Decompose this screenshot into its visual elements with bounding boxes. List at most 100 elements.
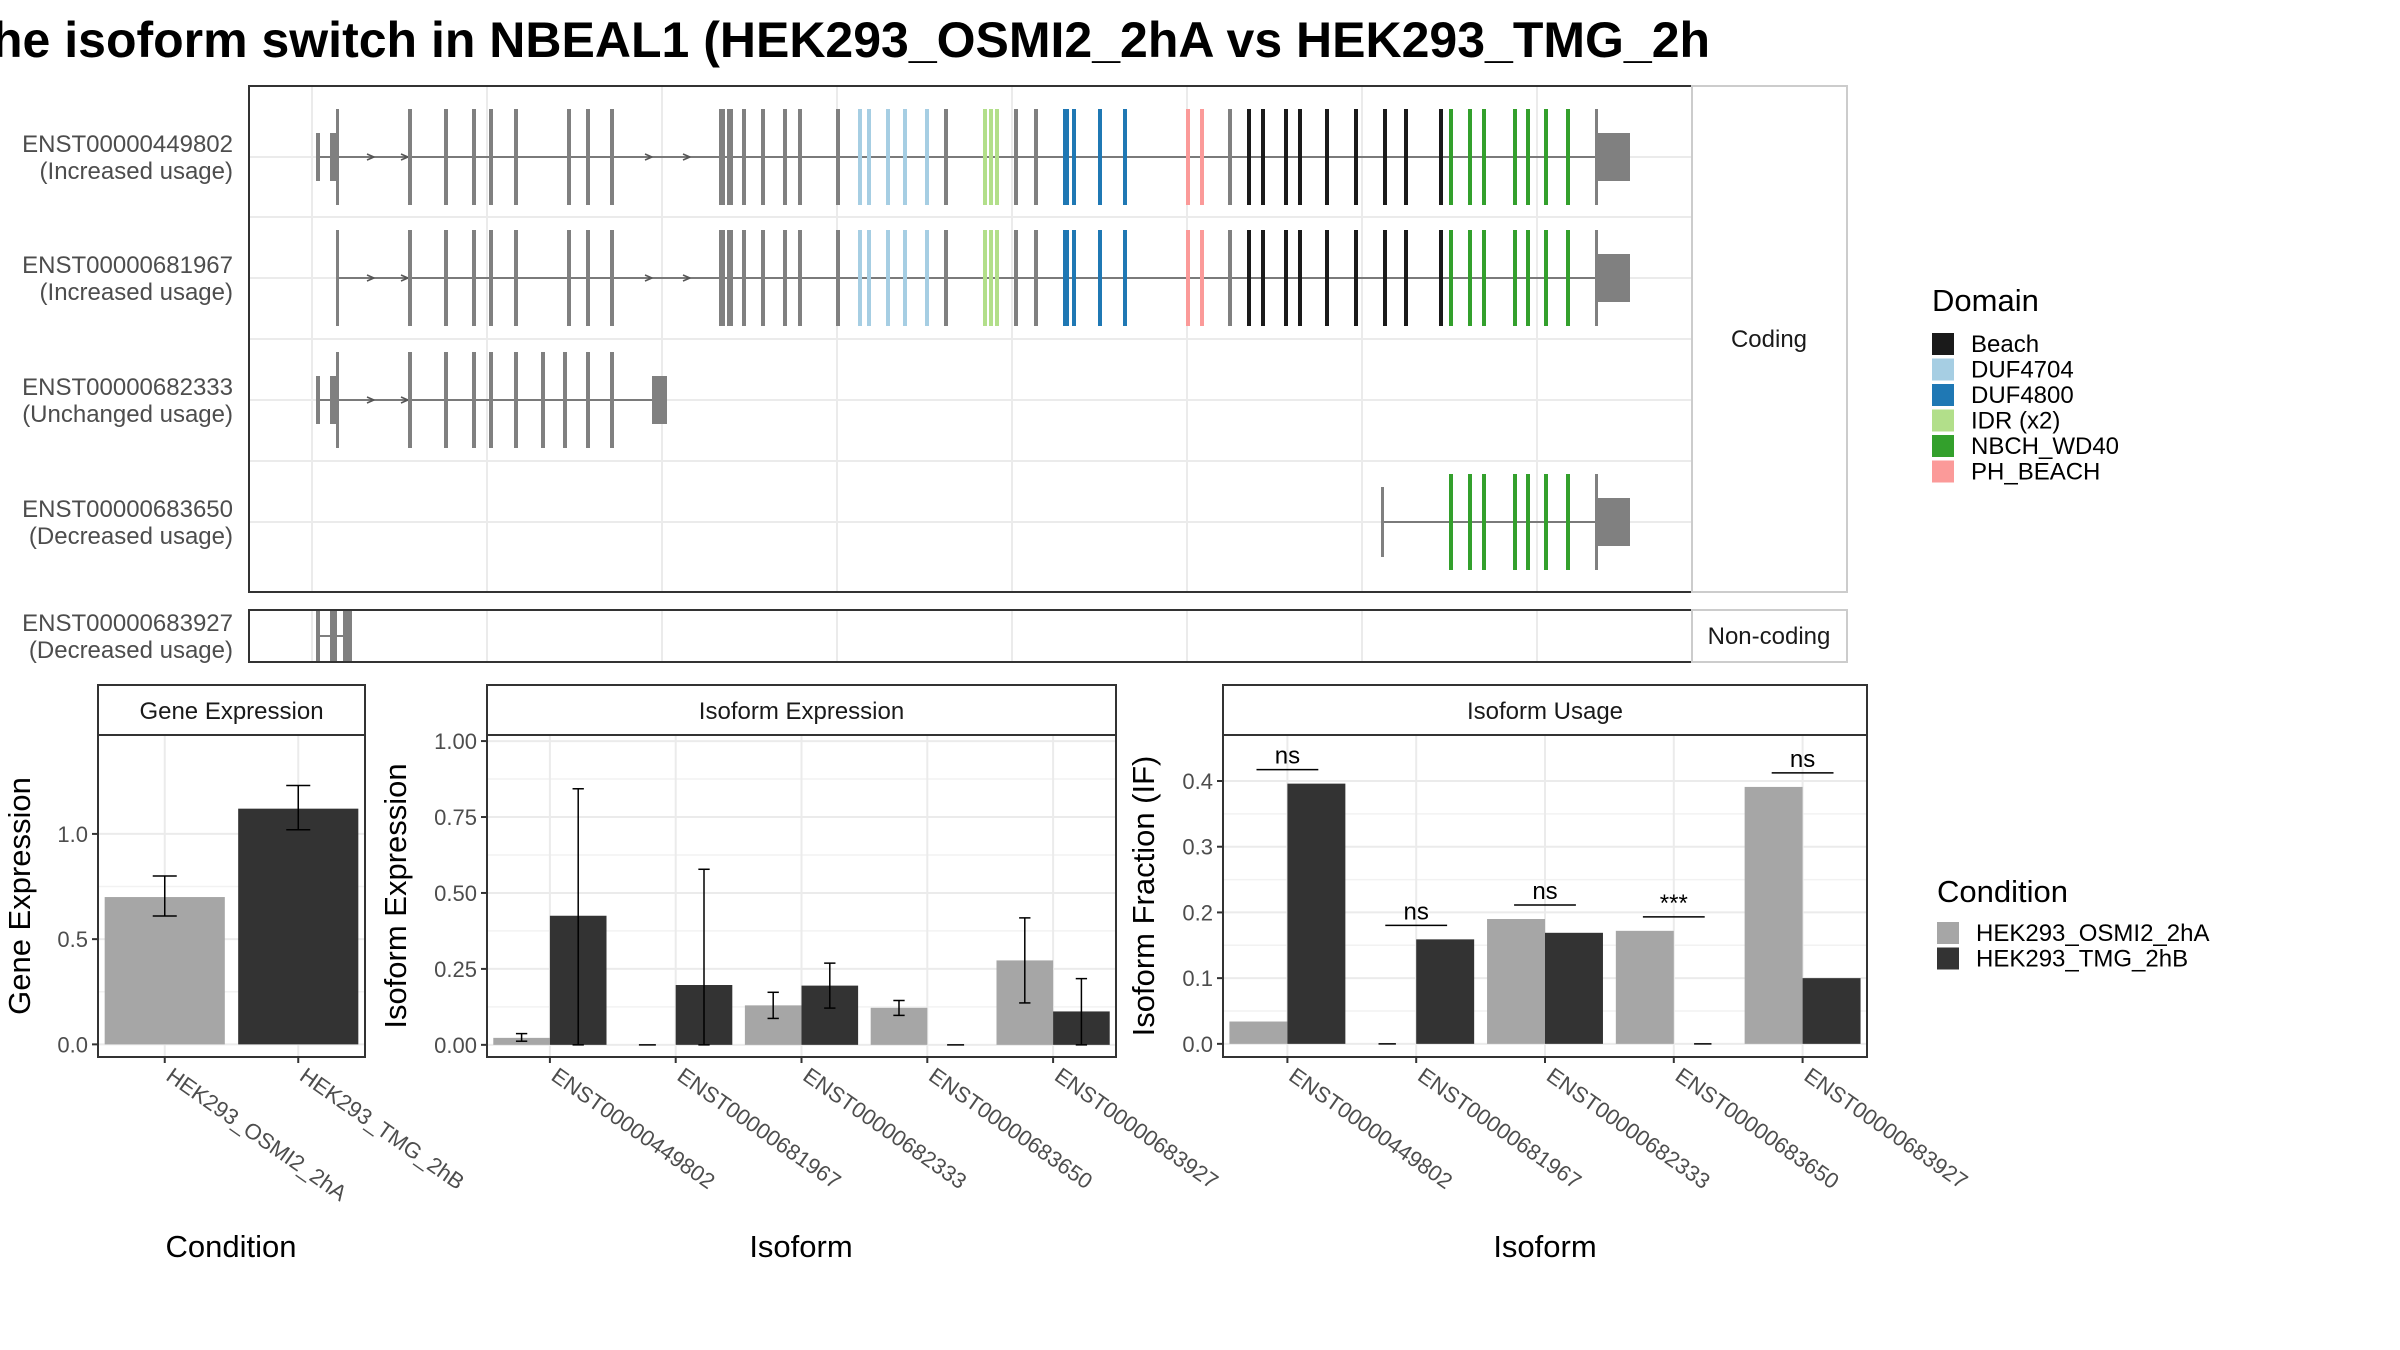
bar	[1802, 978, 1861, 1044]
exon-block	[1186, 109, 1190, 205]
significance-label: ns	[1275, 743, 1300, 770]
exon-block	[610, 352, 614, 448]
y-tick-label: 0.00	[434, 1033, 477, 1058]
y-tick-label: 1.0	[57, 822, 88, 847]
exon-block	[1449, 109, 1453, 205]
y-tick-label: 0.4	[1182, 769, 1213, 794]
exon-block	[1014, 109, 1018, 205]
exon-block	[783, 230, 787, 326]
exon-block	[886, 109, 890, 205]
exon-block	[1566, 474, 1570, 570]
exon-block	[1513, 109, 1517, 205]
exon-block	[798, 230, 802, 326]
exon-block	[1284, 109, 1288, 205]
domain-legend-swatch	[1932, 333, 1954, 355]
exon-block	[567, 109, 571, 205]
bar	[1487, 919, 1545, 1044]
exon-block	[798, 109, 802, 205]
exon-block	[1247, 109, 1251, 205]
domain-legend-swatch	[1932, 460, 1954, 483]
exon-block	[1298, 109, 1302, 205]
exon-block	[1404, 109, 1408, 205]
exon-block	[489, 230, 493, 326]
domain-legend-title: Domain	[1932, 283, 2039, 318]
exon-block	[336, 109, 339, 205]
exon-block	[489, 109, 493, 205]
exon-block	[867, 109, 871, 205]
bar	[1416, 939, 1475, 1044]
exon-block	[514, 352, 518, 448]
domain-legend-label: PH_BEACH	[1971, 459, 2100, 486]
y-tick-label: 0.2	[1182, 900, 1213, 925]
domain-legend-swatch	[1932, 409, 1954, 432]
exon-block	[886, 230, 890, 326]
strand-arrow	[366, 396, 376, 404]
exon-block	[925, 230, 929, 326]
exon-block	[783, 109, 787, 205]
noncoding-panel-bg	[249, 610, 1692, 662]
exon-block	[316, 133, 320, 181]
exon-block	[1513, 230, 1517, 326]
condition-legend-label: HEK293_TMG_2hB	[1976, 946, 2188, 973]
chart-strip-title: Isoform Usage	[1467, 698, 1623, 725]
y-tick-label: 0.50	[434, 881, 477, 906]
chart-strip	[486, 684, 1117, 736]
exon-block	[1513, 474, 1517, 570]
exon-block	[1284, 230, 1288, 326]
exon-block	[1063, 109, 1069, 205]
y-tick-label: 0.0	[57, 1032, 88, 1057]
exon-block	[1544, 230, 1548, 326]
isoform-row-usage: (Decreased usage)	[29, 637, 233, 664]
exon-block	[1014, 230, 1018, 326]
exon-block	[903, 230, 907, 326]
exon-block	[408, 230, 412, 326]
strand-arrow	[644, 274, 654, 282]
y-axis-title: Isoform Expression	[378, 763, 413, 1028]
exon-block	[903, 109, 907, 205]
bar	[1287, 783, 1346, 1044]
exon-block	[489, 352, 493, 448]
exon-block	[995, 109, 999, 205]
strand-arrow	[644, 153, 654, 161]
bar	[1229, 1021, 1288, 1044]
exon-block	[610, 109, 614, 205]
exon-block	[1123, 230, 1127, 326]
noncoding-strip-label: Non-coding	[1708, 623, 1831, 650]
isoform-row-id: ENST00000682333	[22, 374, 233, 401]
bar	[238, 808, 359, 1045]
exon-block	[514, 230, 518, 326]
exon-block	[944, 230, 948, 326]
exon-block	[336, 230, 339, 326]
domain-legend-label: Beach	[1971, 331, 2039, 358]
y-tick-label: 0.3	[1182, 835, 1213, 860]
exon-block	[343, 611, 352, 661]
exon-block	[1200, 109, 1204, 205]
exon-block	[444, 109, 448, 205]
exon-block	[1063, 230, 1069, 326]
exon-block	[742, 230, 746, 326]
exon-block	[1566, 109, 1570, 205]
exon-block	[944, 109, 948, 205]
exon-block	[836, 230, 840, 326]
isoform-row-id: ENST00000449802	[22, 131, 233, 158]
exon-block	[541, 352, 545, 448]
exon-block	[1325, 230, 1329, 326]
exon-block	[1123, 109, 1127, 205]
isoform-row-usage: (Increased usage)	[40, 279, 233, 306]
exon-block	[472, 230, 476, 326]
exon-block	[858, 230, 862, 326]
domain-legend-label: DUF4704	[1971, 357, 2074, 384]
exon-block	[408, 352, 412, 448]
exon-block	[1596, 254, 1630, 302]
exon-block	[1449, 230, 1453, 326]
exon-block	[858, 109, 862, 205]
domain-legend-label: IDR (x2)	[1971, 408, 2060, 435]
exon-block	[1449, 474, 1453, 570]
noncoding-strip	[1691, 609, 1848, 663]
exon-block	[1468, 230, 1472, 326]
plot-title: he isoform switch in NBEAL1 (HEK293_OSMI…	[0, 12, 1710, 68]
isoform-row-id: ENST00000683927	[22, 610, 233, 637]
isoform-row-usage: (Decreased usage)	[29, 523, 233, 550]
